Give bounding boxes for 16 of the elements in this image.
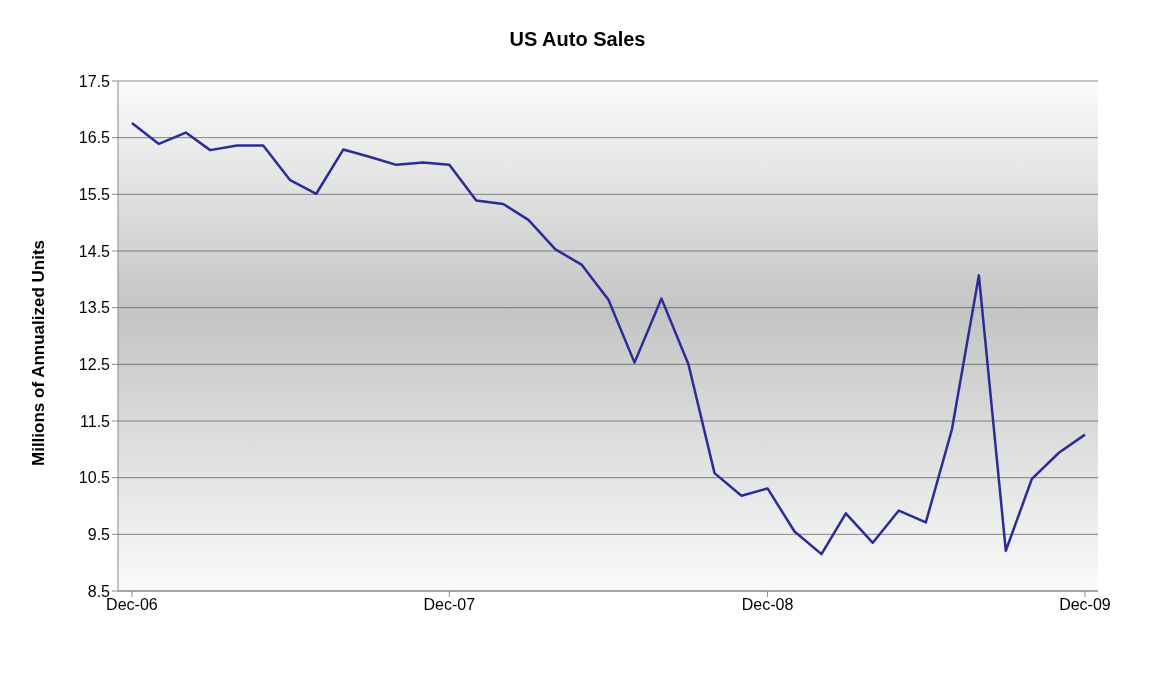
x-tick-label: Dec-06 <box>106 596 158 614</box>
y-tick-label: 14.5 <box>78 242 111 260</box>
chart-title: US Auto Sales <box>508 28 647 51</box>
x-tick-label: Dec-07 <box>423 596 476 614</box>
y-axis-title: Millions of Annualized Units <box>29 239 49 466</box>
y-tick-label: 15.5 <box>78 186 111 204</box>
y-tick-label: 17.5 <box>78 72 111 90</box>
line-series <box>130 121 1087 556</box>
y-tick-label: 11.5 <box>80 412 111 430</box>
y-tick-label: 13.5 <box>78 299 111 317</box>
y-tick-label: 10.5 <box>78 469 111 487</box>
x-tick-label: Dec-09 <box>1059 596 1111 614</box>
y-tick-label: 16.5 <box>78 129 111 147</box>
y-tick-label: 12.5 <box>78 356 111 374</box>
y-tick-label: 9.5 <box>87 526 111 544</box>
x-tick-label: Dec-08 <box>741 596 794 614</box>
